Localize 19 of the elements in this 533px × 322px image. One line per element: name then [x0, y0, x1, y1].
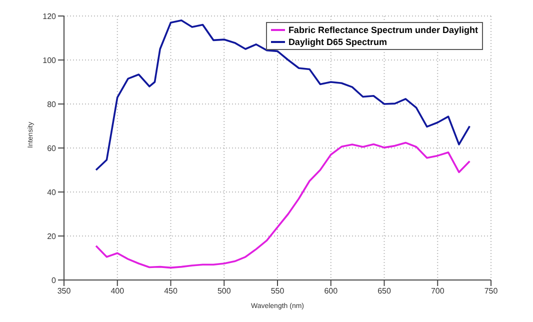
x-tick-label: 500	[217, 286, 232, 296]
y-tick-label: 60	[47, 144, 57, 153]
x-tick-label: 600	[324, 286, 338, 296]
y-tick-label: 100	[42, 56, 57, 65]
line-series	[95, 142, 471, 269]
x-tick-label: 350	[57, 286, 72, 296]
x-tick-label: 550	[270, 286, 285, 296]
x-tick-label: 650	[378, 286, 392, 296]
x-tick-label: 450	[164, 286, 178, 296]
legend-label: Daylight D65 Spectrum	[288, 36, 387, 48]
y-tick-label: 80	[47, 100, 57, 109]
legend-label: Fabric Reflectance Spectrum under Daylight	[288, 24, 478, 36]
y-tick-label: 40	[47, 188, 57, 197]
x-tick-label: 750	[484, 286, 498, 296]
x-tick-label: 400	[110, 286, 125, 296]
y-tick-label: 0	[52, 276, 57, 285]
y-tick-label: 20	[47, 232, 57, 241]
x-tick-label: 700	[430, 286, 445, 296]
y-tick-label: 120	[42, 12, 57, 21]
